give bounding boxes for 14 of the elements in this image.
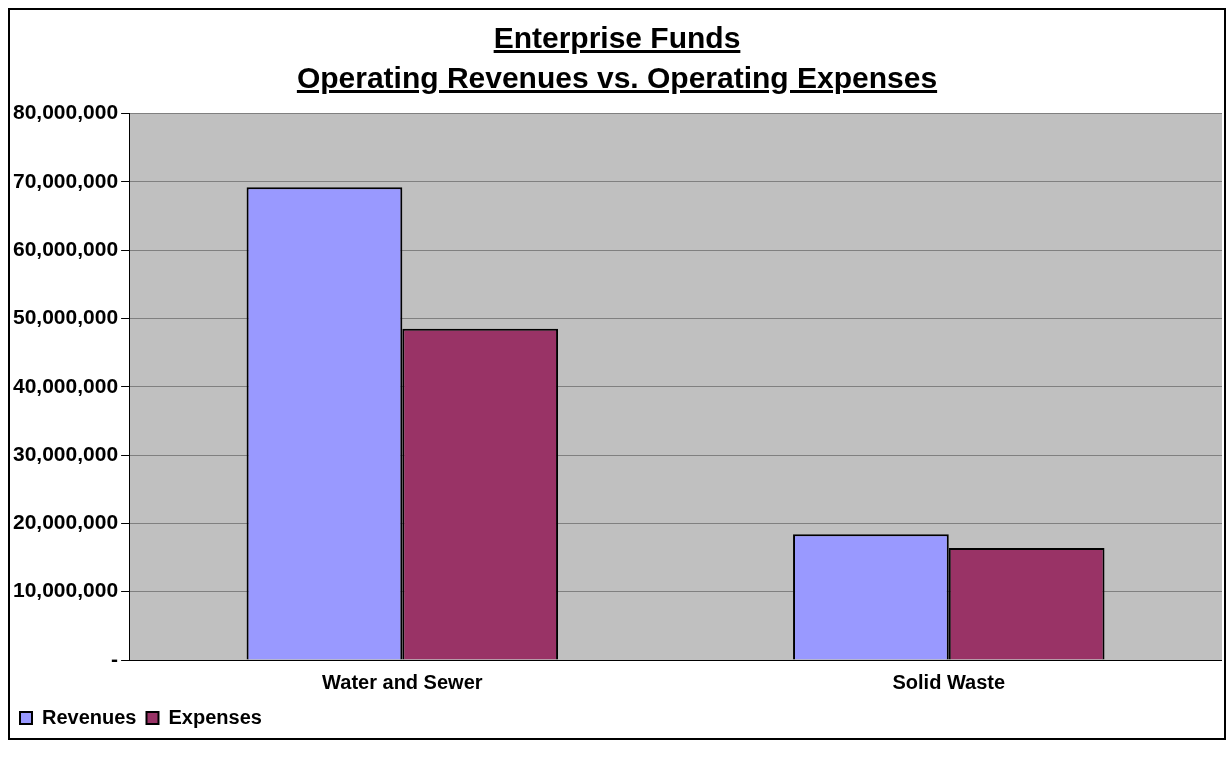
legend-label: Revenues [42, 705, 137, 728]
y-tick-label: 50,000,000 [12, 305, 119, 329]
y-tick-label: 20,000,000 [12, 510, 119, 534]
y-tick-label: 40,000,000 [12, 373, 119, 397]
legend-label: Expenses [168, 705, 262, 728]
y-tick-label: 70,000,000 [12, 168, 119, 192]
chart-title: Enterprise Funds Operating Revenues vs. Operating Expenses [295, 20, 939, 96]
y-tick-label: 10,000,000 [12, 578, 119, 602]
x-tick-label: Solid Waste [892, 670, 1006, 693]
y-tick-label: - [111, 646, 119, 670]
x-tick-label: Water and Sewer [322, 670, 483, 693]
y-tick-label: 30,000,000 [12, 441, 119, 465]
y-tick-label: 60,000,000 [12, 237, 119, 260]
y-tick-label: 80,000,000 [12, 100, 119, 124]
